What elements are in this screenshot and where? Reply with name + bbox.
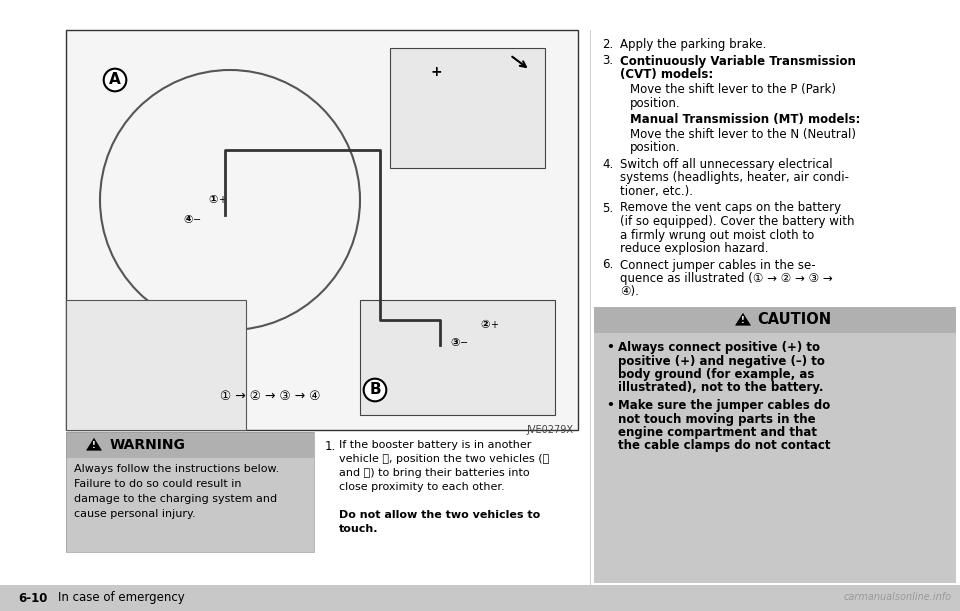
Bar: [594, 307, 956, 333]
Text: reduce explosion hazard.: reduce explosion hazard.: [620, 242, 769, 255]
Text: 3.: 3.: [602, 54, 613, 67]
Text: (if so equipped). Cover the battery with: (if so equipped). Cover the battery with: [620, 215, 854, 228]
Polygon shape: [86, 438, 102, 450]
Text: Connect jumper cables in the se-: Connect jumper cables in the se-: [620, 258, 816, 271]
Text: quence as illustrated (① → ② → ③ →: quence as illustrated (① → ② → ③ →: [620, 272, 832, 285]
Text: (CVT) models:: (CVT) models:: [620, 68, 713, 81]
Text: engine compartment and that: engine compartment and that: [618, 426, 817, 439]
Text: cause personal injury.: cause personal injury.: [74, 509, 196, 519]
Text: Move the shift lever to the P (Park): Move the shift lever to the P (Park): [630, 84, 836, 97]
Text: Always follow the instructions below.: Always follow the instructions below.: [74, 464, 279, 474]
Text: +: +: [218, 195, 226, 205]
Bar: [0, 585, 960, 611]
Bar: [66, 432, 314, 458]
Text: positive (+) and negative (–) to: positive (+) and negative (–) to: [618, 354, 825, 367]
Text: Continuously Variable Transmission: Continuously Variable Transmission: [620, 54, 856, 67]
Text: 4.: 4.: [602, 158, 613, 171]
Text: A: A: [109, 73, 121, 87]
Text: If the booster battery is in another: If the booster battery is in another: [339, 440, 532, 450]
Text: ②: ②: [480, 320, 490, 330]
Text: CAUTION: CAUTION: [757, 312, 831, 327]
Text: •: •: [606, 399, 613, 412]
Bar: [390, 48, 545, 168]
Text: 1.: 1.: [325, 440, 336, 453]
Bar: [594, 333, 956, 583]
Text: Failure to do so could result in: Failure to do so could result in: [74, 479, 242, 489]
Text: close proximity to each other.: close proximity to each other.: [339, 482, 505, 492]
Text: !: !: [92, 441, 96, 450]
Text: 6.: 6.: [602, 258, 613, 271]
Text: 5.: 5.: [602, 202, 613, 214]
Text: systems (headlights, heater, air condi-: systems (headlights, heater, air condi-: [620, 172, 849, 185]
Text: position.: position.: [630, 97, 681, 110]
Bar: [66, 30, 578, 430]
Text: and Ⓑ) to bring their batteries into: and Ⓑ) to bring their batteries into: [339, 468, 530, 478]
Text: vehicle Ⓑ, position the two vehicles (Ⓐ: vehicle Ⓑ, position the two vehicles (Ⓐ: [339, 454, 549, 464]
Bar: [66, 458, 314, 552]
Text: +: +: [430, 65, 442, 79]
Text: body ground (for example, as: body ground (for example, as: [618, 368, 814, 381]
Text: JVE0279X: JVE0279X: [526, 425, 573, 435]
Text: 2.: 2.: [602, 38, 613, 51]
Text: ④: ④: [183, 215, 192, 225]
Text: illustrated), not to the battery.: illustrated), not to the battery.: [618, 381, 824, 395]
Text: −: −: [193, 215, 202, 225]
Text: a firmly wrung out moist cloth to: a firmly wrung out moist cloth to: [620, 229, 814, 241]
Text: the cable clamps do not contact: the cable clamps do not contact: [618, 439, 830, 453]
Text: •: •: [606, 341, 613, 354]
Text: Make sure the jumper cables do: Make sure the jumper cables do: [618, 399, 830, 412]
Bar: [66, 300, 246, 430]
Text: ④).: ④).: [620, 285, 638, 299]
Text: ①: ①: [208, 195, 217, 205]
Text: !: !: [741, 316, 745, 325]
Text: WARNING: WARNING: [110, 438, 186, 452]
Text: B: B: [370, 382, 381, 398]
Text: carmanualsonline.info: carmanualsonline.info: [844, 592, 952, 602]
Bar: [66, 432, 314, 552]
Text: Manual Transmission (MT) models:: Manual Transmission (MT) models:: [630, 112, 860, 125]
Text: Always connect positive (+) to: Always connect positive (+) to: [618, 341, 820, 354]
Text: ① → ② → ③ → ④: ① → ② → ③ → ④: [220, 390, 321, 403]
Text: damage to the charging system and: damage to the charging system and: [74, 494, 277, 504]
Polygon shape: [735, 313, 751, 326]
Text: 6-10: 6-10: [18, 591, 47, 604]
Text: touch.: touch.: [339, 524, 378, 534]
Text: +: +: [490, 320, 498, 330]
Bar: [360, 300, 555, 415]
Text: not touch moving parts in the: not touch moving parts in the: [618, 412, 816, 425]
Text: ③: ③: [450, 338, 460, 348]
Text: Do not allow the two vehicles to: Do not allow the two vehicles to: [339, 510, 540, 520]
Text: Remove the vent caps on the battery: Remove the vent caps on the battery: [620, 202, 841, 214]
Text: Apply the parking brake.: Apply the parking brake.: [620, 38, 766, 51]
Text: position.: position.: [630, 142, 681, 155]
Text: tioner, etc.).: tioner, etc.).: [620, 185, 693, 198]
Text: In case of emergency: In case of emergency: [58, 591, 184, 604]
Text: Switch off all unnecessary electrical: Switch off all unnecessary electrical: [620, 158, 832, 171]
Text: Move the shift lever to the N (Neutral): Move the shift lever to the N (Neutral): [630, 128, 856, 141]
Text: −: −: [460, 338, 468, 348]
